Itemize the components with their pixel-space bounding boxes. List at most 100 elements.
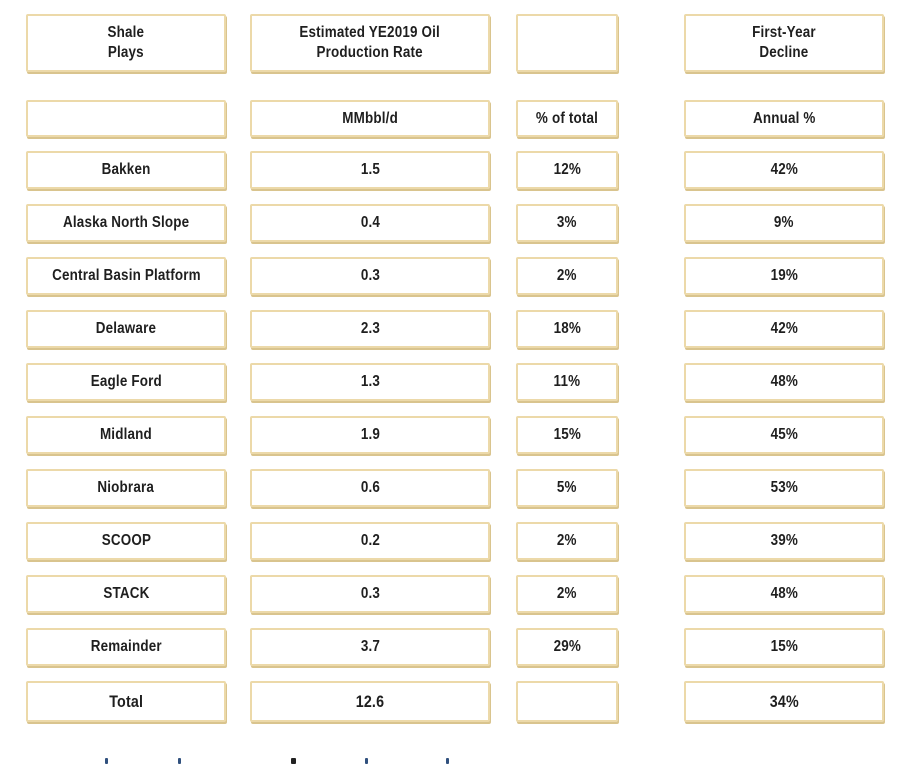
total-label-box: Total	[26, 681, 226, 722]
decline-box: 48%	[684, 575, 884, 613]
total-pct-spacer-box	[516, 681, 618, 722]
rate-box: 0.3	[250, 575, 490, 613]
decline-box: 53%	[684, 469, 884, 507]
decline-value: 19%	[770, 267, 798, 284]
decline-box: 15%	[684, 628, 884, 666]
decline-value: 39%	[770, 532, 798, 549]
units-spacer-box	[26, 100, 226, 137]
decline-value: 48%	[770, 373, 798, 390]
header-shale-plays: Shale Plays	[26, 14, 226, 72]
units-annual-label: Annual %	[752, 109, 816, 127]
pct-box: 15%	[516, 416, 618, 454]
play-name: Delaware	[95, 320, 157, 337]
pct-value: 12%	[553, 161, 581, 178]
units-annual-box: Annual %	[684, 100, 884, 137]
rate-box: 2.3	[250, 310, 490, 348]
pct-value: 11%	[553, 373, 581, 390]
rate-value: 2.3	[360, 320, 380, 337]
units-row: MMbbl/d % of total Annual %	[26, 100, 909, 137]
clipped-caption-fragments	[0, 756, 909, 764]
rate-value: 0.4	[360, 214, 380, 231]
table-row-alaska-north-slope: Alaska North Slope 0.4 3% 9%	[26, 204, 909, 242]
table-row-eagle-ford: Eagle Ford 1.3 11% 48%	[26, 363, 909, 401]
decline-value: 45%	[770, 426, 798, 443]
decline-box: 42%	[684, 310, 884, 348]
pct-box: 29%	[516, 628, 618, 666]
decline-value: 9%	[774, 214, 794, 231]
play-name: SCOOP	[101, 532, 151, 549]
clipped-caption-fragment	[365, 758, 368, 764]
decline-box: 19%	[684, 257, 884, 295]
units-rate-box: MMbbl/d	[250, 100, 490, 137]
play-name: Niobrara	[97, 479, 155, 496]
pct-value: 15%	[553, 426, 581, 443]
decline-box: 48%	[684, 363, 884, 401]
rate-box: 0.6	[250, 469, 490, 507]
play-name: STACK	[102, 585, 150, 602]
rate-box: 0.4	[250, 204, 490, 242]
pct-value: 5%	[557, 479, 577, 496]
header-first-year-decline-label: First-Year Decline	[752, 24, 816, 61]
rate-box: 1.3	[250, 363, 490, 401]
pct-value: 3%	[557, 214, 577, 231]
play-name-box: Alaska North Slope	[26, 204, 226, 242]
rate-box: 1.9	[250, 416, 490, 454]
play-name: Central Basin Platform	[51, 267, 201, 284]
decline-value: 42%	[770, 320, 798, 337]
play-name-box: Bakken	[26, 151, 226, 189]
clipped-caption-fragment	[105, 758, 108, 764]
decline-value: 15%	[770, 638, 798, 655]
play-name-box: STACK	[26, 575, 226, 613]
total-label: Total	[109, 691, 143, 711]
play-name: Bakken	[101, 161, 151, 178]
rate-value: 3.7	[360, 638, 380, 655]
header-shale-plays-label: Shale Plays	[107, 24, 145, 61]
decline-box: 45%	[684, 416, 884, 454]
pct-value: 18%	[553, 320, 581, 337]
rate-box: 0.3	[250, 257, 490, 295]
play-name: Eagle Ford	[90, 373, 162, 390]
pct-value: 2%	[557, 585, 577, 602]
decline-box: 39%	[684, 522, 884, 560]
play-name-box: Eagle Ford	[26, 363, 226, 401]
clipped-caption-fragment	[178, 758, 181, 764]
header-production-rate: Estimated YE2019 Oil Production Rate	[250, 14, 490, 72]
decline-value: 53%	[770, 479, 798, 496]
table-row-total: Total 12.6 34%	[26, 681, 909, 722]
rate-value: 1.5	[360, 161, 380, 178]
clipped-caption-fragment	[291, 758, 296, 764]
rate-value: 0.2	[360, 532, 380, 549]
clipped-caption-fragment	[446, 758, 449, 764]
units-pct-label: % of total	[535, 109, 599, 127]
decline-box: 42%	[684, 151, 884, 189]
rate-box: 1.5	[250, 151, 490, 189]
total-decline-value: 34%	[769, 691, 799, 711]
play-name-box: Niobrara	[26, 469, 226, 507]
total-decline-box: 34%	[684, 681, 884, 722]
header-row: Shale Plays Estimated YE2019 Oil Product…	[26, 14, 909, 72]
pct-value: 29%	[553, 638, 581, 655]
pct-box: 2%	[516, 257, 618, 295]
play-name-box: SCOOP	[26, 522, 226, 560]
pct-box: 2%	[516, 575, 618, 613]
pct-box: 3%	[516, 204, 618, 242]
pct-value: 2%	[557, 267, 577, 284]
pct-box: 5%	[516, 469, 618, 507]
play-name: Alaska North Slope	[62, 214, 190, 231]
table-row-midland: Midland 1.9 15% 45%	[26, 416, 909, 454]
decline-value: 48%	[770, 585, 798, 602]
pct-box: 2%	[516, 522, 618, 560]
units-pct-box: % of total	[516, 100, 618, 137]
play-name-box: Central Basin Platform	[26, 257, 226, 295]
units-rate-label: MMbbl/d	[342, 109, 398, 127]
table-row-remainder: Remainder 3.7 29% 15%	[26, 628, 909, 666]
rate-box: 0.2	[250, 522, 490, 560]
total-rate-box: 12.6	[250, 681, 490, 722]
decline-box: 9%	[684, 204, 884, 242]
pct-box: 18%	[516, 310, 618, 348]
rate-value: 1.9	[360, 426, 380, 443]
play-name: Remainder	[90, 638, 162, 655]
play-name-box: Delaware	[26, 310, 226, 348]
rate-value: 1.3	[360, 373, 380, 390]
